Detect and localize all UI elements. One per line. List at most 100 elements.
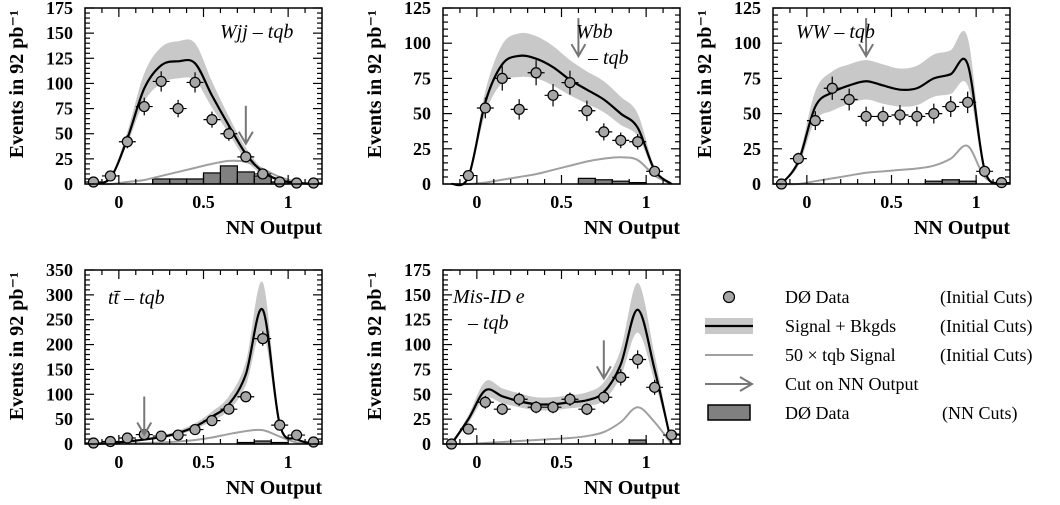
y-tick-label: 50: [55, 124, 73, 144]
y-tick-label: 25: [413, 409, 431, 429]
data-point: [223, 403, 235, 415]
data-point: [530, 67, 542, 79]
legend-label: 50 × tqb Signal: [785, 345, 896, 365]
x-tick-label: 0: [472, 452, 481, 472]
legend-label: Cut on NN Output: [785, 374, 919, 394]
data-point: [581, 403, 593, 415]
x-tick-label: 0.5: [550, 192, 573, 212]
y-axis-label: Events in 92 pb⁻¹: [6, 10, 28, 158]
legend-cuts: (NN Cuts): [942, 403, 1018, 424]
data-point: [223, 128, 235, 140]
panel-title: Wjj – tqb: [220, 21, 293, 43]
x-tick-label: 1: [284, 452, 293, 472]
panel-wbb: 0 25 50 75 100 125 0 0.5 1 NN Output Events in 92 …: [364, 0, 681, 239]
cut-arrow: [858, 18, 874, 59]
x-tick-label: 0.5: [192, 192, 215, 212]
data-point: [291, 429, 303, 441]
data-point: [104, 170, 116, 182]
data-point: [257, 168, 269, 180]
data-point: [462, 423, 474, 435]
nn-cut-hist-bin: [577, 177, 596, 185]
x-tick-label: 0: [114, 192, 123, 212]
data-point: [87, 437, 100, 449]
data-point: [792, 153, 804, 165]
data-point: [649, 381, 661, 393]
y-tick-label: 75: [413, 359, 431, 379]
data-point-icon: [722, 290, 736, 304]
panel-ttbar: 0 50 100 150 200 250 300 350 0 0.5 1 NN Output Event…: [6, 260, 323, 499]
data-point: [632, 353, 644, 366]
y-tick-label: 0: [64, 174, 73, 194]
nn-cut-hist-bin: [219, 165, 238, 185]
y-tick-label: 100: [46, 73, 73, 93]
data-point: [121, 136, 133, 148]
cut-arrow: [570, 18, 587, 59]
data-point: [894, 109, 906, 121]
total-curve: [450, 308, 673, 445]
data-point: [496, 403, 508, 415]
hist-box-icon: [707, 404, 751, 421]
panel-title: Wbb: [576, 21, 613, 43]
x-axis-label: NN Output: [226, 477, 322, 499]
data-point: [496, 72, 508, 85]
y-tick-label: 100: [404, 335, 431, 355]
data-point: [172, 102, 184, 115]
y-tick-label: 0: [422, 174, 431, 194]
panel-title-line2: – tqb: [467, 312, 509, 334]
y-tick-label: 50: [413, 384, 431, 404]
x-axis-label: NN Output: [914, 217, 1010, 239]
data-point: [877, 110, 889, 123]
legend-label: Signal + Bkgds: [785, 316, 896, 336]
y-tick-label: 25: [413, 139, 431, 159]
panel-title-line2: – tqb: [587, 47, 629, 69]
y-tick-label: 175: [46, 0, 73, 18]
data-point: [911, 110, 923, 123]
cut-arrow-head: [858, 43, 874, 59]
data-point: [206, 114, 218, 126]
data-point: [843, 93, 855, 106]
panel-title: WW – tqb: [796, 21, 875, 43]
data-point: [547, 89, 559, 101]
y-tick-label: 125: [404, 0, 431, 18]
x-tick-label: 0: [802, 192, 811, 212]
y-tick-label: 75: [413, 68, 431, 88]
x-tick-label: 0: [114, 452, 123, 472]
cut-arrow: [136, 396, 153, 437]
x-tick-label: 0.5: [192, 452, 215, 472]
cut-arrow-head: [136, 422, 153, 437]
x-tick-label: 1: [642, 192, 651, 212]
data-point: [598, 391, 610, 403]
y-tick-label: 50: [743, 104, 761, 124]
signal-curve: [451, 156, 672, 186]
legend-item-data-nn: DØ Data (NN Cuts): [707, 403, 1018, 424]
data-point: [513, 103, 525, 115]
y-tick-label: 125: [404, 310, 431, 330]
signal-curve: [93, 159, 314, 186]
y-tick-label: 25: [55, 149, 73, 169]
x-tick-label: 0.5: [880, 192, 903, 212]
nn-cut-hist-bin: [185, 178, 205, 185]
data-point: [240, 151, 252, 163]
panel-title: Mis-ID e: [452, 286, 525, 308]
data-point: [632, 136, 644, 148]
nn-cut-hist-bin: [169, 178, 188, 185]
data-point: [809, 115, 821, 127]
data-point: [138, 100, 150, 113]
data-point: [995, 176, 1008, 189]
x-tick-label: 1: [972, 192, 981, 212]
data-point: [928, 107, 940, 120]
cut-arrow: [237, 105, 254, 146]
data-point: [598, 126, 610, 138]
panel-ww: 0 25 50 75 100 125 0 0.5 1 NN Output Events in 92 …: [694, 0, 1011, 239]
y-tick-label: 0: [752, 174, 761, 194]
data-point: [121, 432, 133, 444]
data-point: [945, 100, 957, 113]
x-tick-label: 0: [472, 192, 481, 212]
panel-misid-e: 0 25 50 75 100 125 150 175 0 0.5 1 NN Output Events …: [364, 260, 681, 499]
nn-cut-hist-bin: [152, 178, 171, 185]
data-point: [962, 96, 974, 108]
uncertainty-band: [451, 32, 672, 186]
data-point: [291, 177, 303, 189]
data-point: [615, 371, 627, 383]
data-point: [649, 165, 661, 177]
